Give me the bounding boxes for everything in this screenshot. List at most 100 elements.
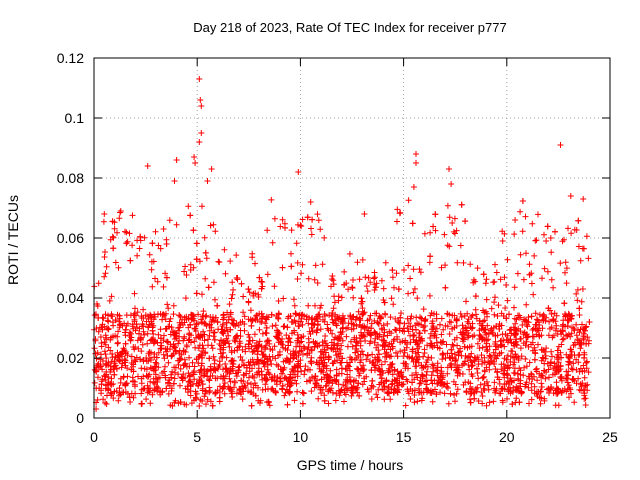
data-point	[221, 390, 228, 397]
data-point	[342, 391, 349, 398]
data-point	[100, 218, 107, 225]
data-point	[338, 294, 345, 301]
data-point	[310, 338, 317, 345]
data-point	[356, 392, 363, 399]
data-point	[498, 385, 505, 392]
data-point	[238, 377, 245, 384]
data-point	[175, 357, 181, 364]
data-point	[98, 324, 105, 331]
data-point	[183, 272, 190, 278]
data-point	[335, 387, 342, 394]
data-point	[173, 221, 180, 228]
data-point	[500, 370, 507, 377]
data-point	[543, 238, 550, 244]
data-point	[581, 392, 588, 399]
data-point	[211, 317, 217, 324]
data-point	[199, 381, 206, 388]
data-point	[427, 312, 434, 319]
data-point	[149, 283, 156, 290]
data-point	[128, 360, 135, 366]
data-point	[468, 343, 475, 350]
data-point	[180, 362, 187, 369]
data-point	[111, 371, 118, 378]
data-point	[424, 342, 431, 349]
data-point	[282, 224, 288, 231]
data-point	[541, 265, 548, 272]
data-point	[271, 215, 278, 222]
data-point	[440, 338, 447, 345]
data-point	[402, 337, 409, 344]
data-point	[134, 309, 141, 316]
data-point	[583, 323, 590, 330]
data-point	[120, 374, 127, 381]
data-point	[175, 340, 182, 347]
data-point	[181, 319, 188, 326]
data-point	[216, 394, 223, 401]
data-point	[220, 349, 227, 356]
data-point	[102, 249, 108, 255]
data-point	[341, 398, 347, 405]
data-point	[132, 327, 139, 334]
data-point	[259, 330, 266, 337]
data-point	[448, 364, 455, 371]
y-tick-label: 0.1	[65, 110, 85, 126]
data-point	[253, 345, 260, 352]
data-point	[229, 279, 236, 286]
data-point	[429, 361, 436, 368]
data-point	[562, 259, 569, 266]
data-point	[254, 369, 261, 376]
data-point	[536, 370, 543, 377]
data-point	[449, 341, 456, 348]
data-point	[308, 358, 315, 365]
data-point	[467, 399, 474, 406]
data-point	[160, 226, 167, 232]
data-point	[115, 328, 122, 335]
data-point	[528, 313, 535, 320]
data-point	[148, 318, 155, 325]
data-point	[201, 366, 208, 373]
data-point	[233, 275, 240, 281]
data-point	[234, 276, 241, 283]
data-point	[338, 359, 345, 366]
data-point	[321, 363, 328, 369]
data-point	[398, 369, 405, 376]
data-point	[344, 343, 351, 350]
data-point	[444, 242, 451, 249]
data-point	[536, 394, 543, 401]
data-point	[574, 286, 581, 293]
data-point	[440, 351, 447, 358]
data-point	[283, 332, 290, 339]
data-point	[460, 259, 467, 266]
data-point	[116, 312, 123, 319]
data-point	[546, 390, 552, 396]
data-point	[314, 315, 321, 322]
data-point	[107, 347, 114, 354]
data-point	[254, 351, 261, 358]
data-point	[223, 354, 230, 361]
data-point	[389, 274, 396, 281]
data-point	[407, 315, 414, 322]
data-point	[265, 314, 272, 321]
data-point	[238, 280, 245, 287]
data-point	[454, 316, 460, 322]
data-point	[579, 245, 586, 252]
data-point	[349, 385, 356, 392]
data-point	[495, 302, 502, 309]
data-point	[411, 399, 418, 406]
data-point	[384, 320, 391, 327]
data-point	[147, 400, 154, 407]
data-point	[170, 302, 177, 309]
data-point	[467, 324, 474, 331]
data-point	[469, 362, 476, 369]
data-point	[404, 353, 411, 360]
data-point	[504, 339, 511, 346]
data-point	[260, 360, 267, 366]
data-point	[536, 322, 543, 328]
data-point	[282, 389, 289, 396]
data-point	[116, 318, 123, 325]
data-point	[228, 295, 235, 302]
data-point	[271, 283, 278, 290]
data-point	[581, 349, 588, 356]
data-point	[408, 355, 415, 362]
data-point	[262, 375, 269, 382]
